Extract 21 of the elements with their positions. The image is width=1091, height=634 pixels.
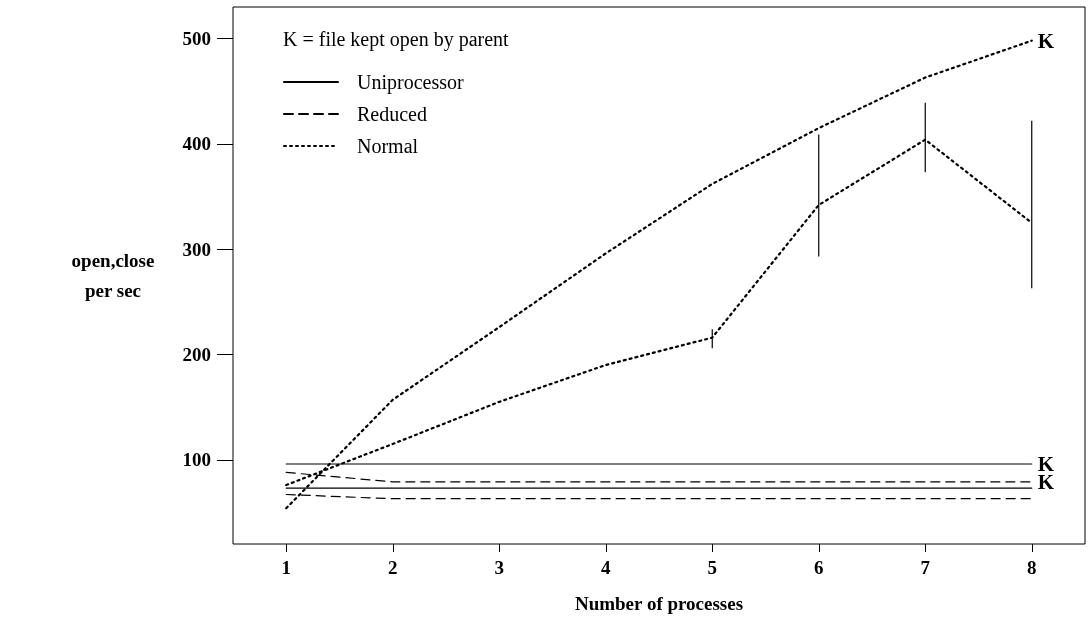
- x-tick-label: 1: [281, 557, 291, 578]
- y-axis-title: open,close per sec: [71, 250, 155, 301]
- y-tick-label: 300: [182, 238, 211, 260]
- y-tick-label: 200: [182, 343, 211, 365]
- y-tick-label: 500: [182, 28, 211, 50]
- y-tick-label: 100: [182, 449, 211, 471]
- legend-label: Normal: [357, 135, 419, 157]
- y-tick-label: 400: [182, 133, 211, 155]
- x-tick-label: 5: [707, 557, 717, 578]
- legend-label: Uniprocessor: [357, 71, 464, 94]
- x-tick-label: 6: [814, 557, 824, 578]
- x-tick-label: 7: [920, 557, 931, 578]
- data-label: K: [1037, 28, 1055, 53]
- x-tick-label: 2: [388, 557, 398, 578]
- x-tick-label: 8: [1027, 557, 1037, 578]
- legend-title: K = file kept open by parent: [283, 28, 510, 51]
- x-tick-label: 3: [494, 557, 504, 578]
- x-tick-label: 4: [601, 557, 611, 578]
- legend-label: Reduced: [357, 103, 427, 125]
- data-label: K: [1037, 451, 1055, 476]
- x-axis-title: Number of processes: [574, 593, 744, 614]
